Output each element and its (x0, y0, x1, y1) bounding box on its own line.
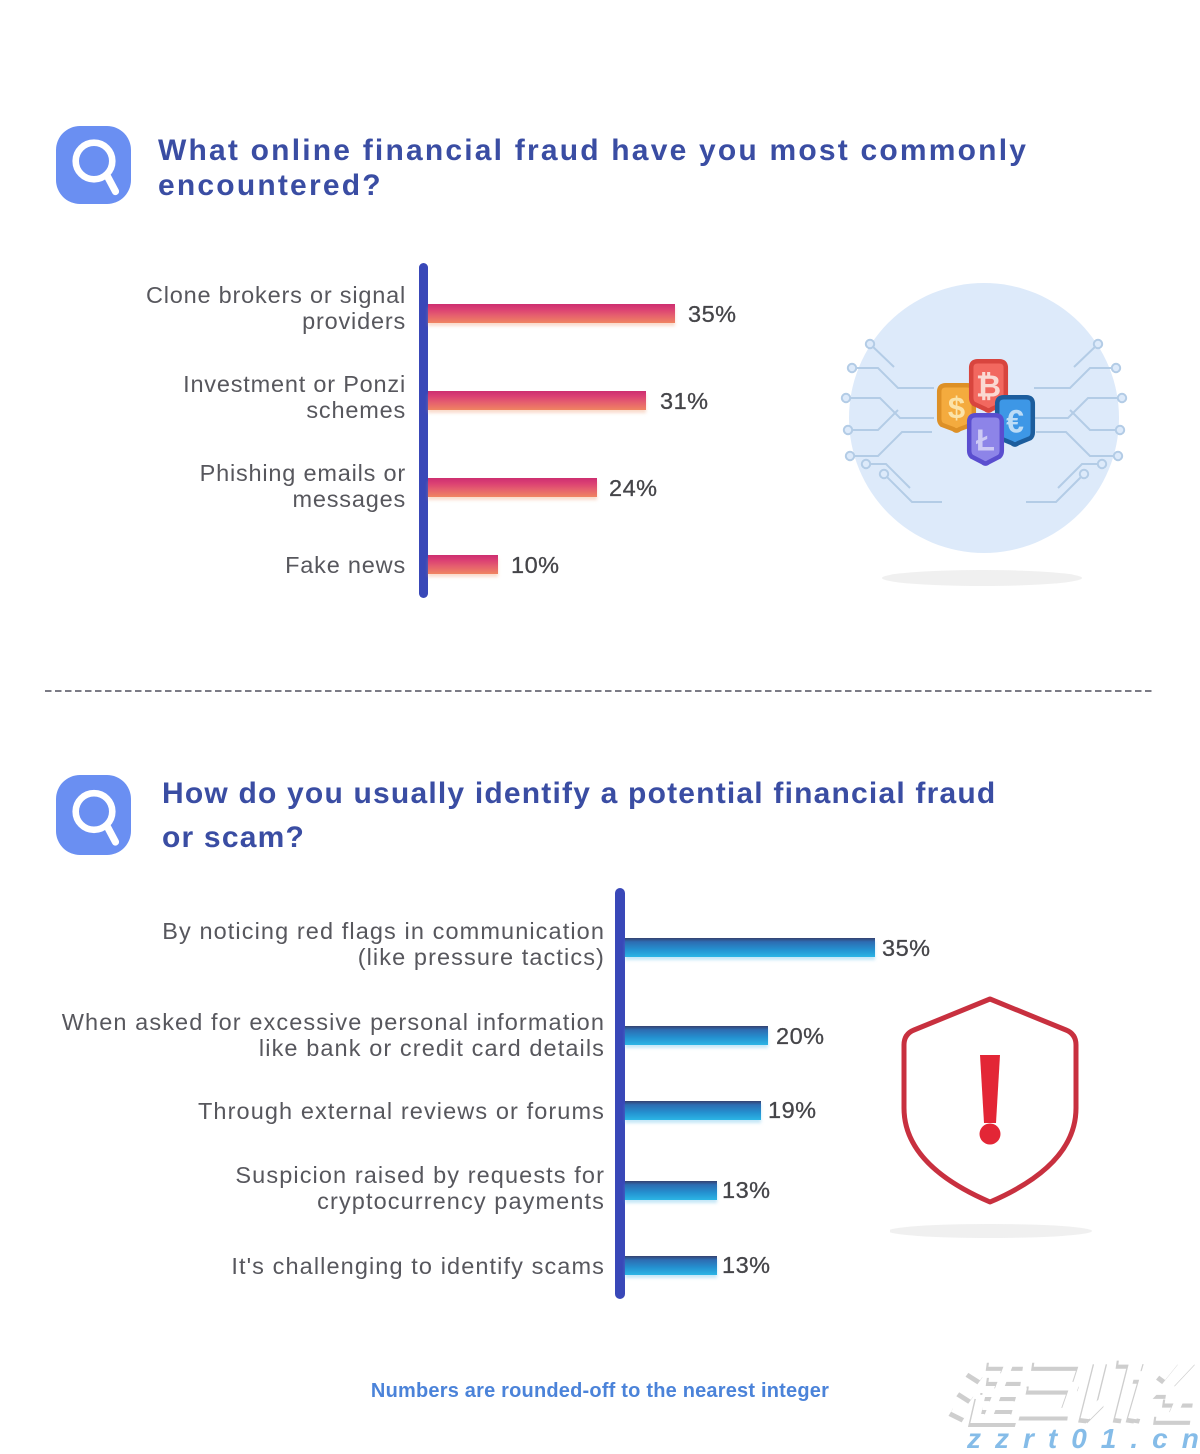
svg-text:zzrt01.cn: zzrt01.cn (966, 1423, 1200, 1454)
svg-text:$: $ (948, 390, 965, 425)
svg-text:€: € (1006, 404, 1024, 440)
svg-text:Ł: Ł (976, 423, 995, 458)
